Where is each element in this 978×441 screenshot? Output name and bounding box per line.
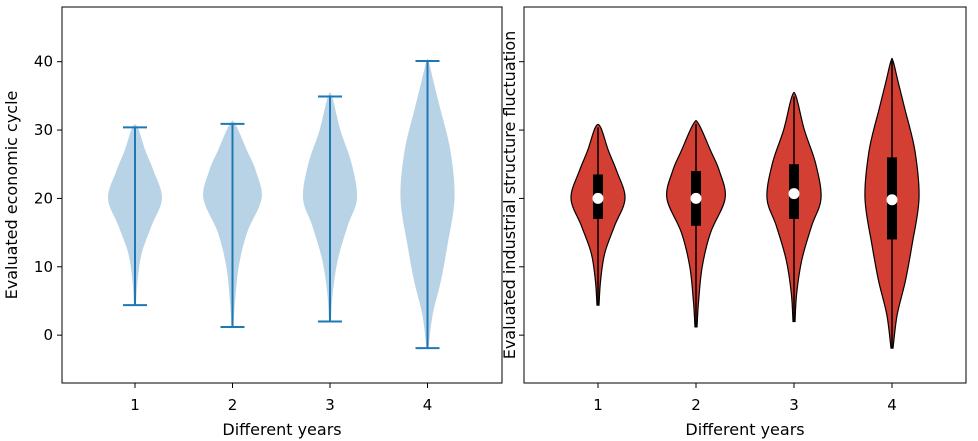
right-violin-panel: 1 2 3 4 Different years Evaluated industria… [500, 6, 967, 439]
x-tick-label: 2 [228, 396, 238, 414]
left-violin-panel: 0 10 20 30 40 1 2 3 4 Different years Evaluated… [2, 6, 503, 439]
right-x-axis-label: Different years [685, 420, 804, 439]
left-y-ticks: 0 10 20 30 40 [34, 53, 62, 344]
left-y-axis-label: Evaluated economic cycle [2, 91, 21, 300]
x-tick-label: 3 [789, 396, 799, 414]
left-violin-whiskers [123, 60, 440, 350]
x-tick-label: 4 [887, 396, 897, 414]
right-y-ticks [519, 61, 524, 336]
y-tick-label: 0 [43, 326, 53, 344]
left-axes-frame [61, 6, 503, 384]
violin-median-dot [592, 192, 604, 204]
x-tick-label: 1 [593, 396, 603, 414]
y-tick-label: 10 [34, 258, 53, 276]
right-violin-bodies [570, 57, 920, 349]
left-x-ticks: 1 2 3 4 [130, 383, 432, 414]
violin-median-dot [788, 188, 800, 200]
right-y-axis-label: Evaluated industrial structure fluctuati… [500, 31, 519, 360]
x-tick-label: 3 [325, 396, 335, 414]
right-axes-frame [523, 6, 967, 384]
x-tick-label: 1 [130, 396, 140, 414]
y-tick-label: 40 [34, 53, 53, 71]
violin-median-dot [690, 192, 702, 204]
left-x-axis-label: Different years [222, 420, 341, 439]
y-tick-label: 20 [34, 189, 53, 207]
right-x-ticks: 1 2 3 4 [593, 383, 897, 414]
x-tick-label: 4 [423, 396, 433, 414]
x-tick-label: 2 [691, 396, 701, 414]
left-violin-bodies [107, 58, 455, 349]
y-tick-label: 30 [34, 121, 53, 139]
violin-median-dot [886, 194, 898, 206]
